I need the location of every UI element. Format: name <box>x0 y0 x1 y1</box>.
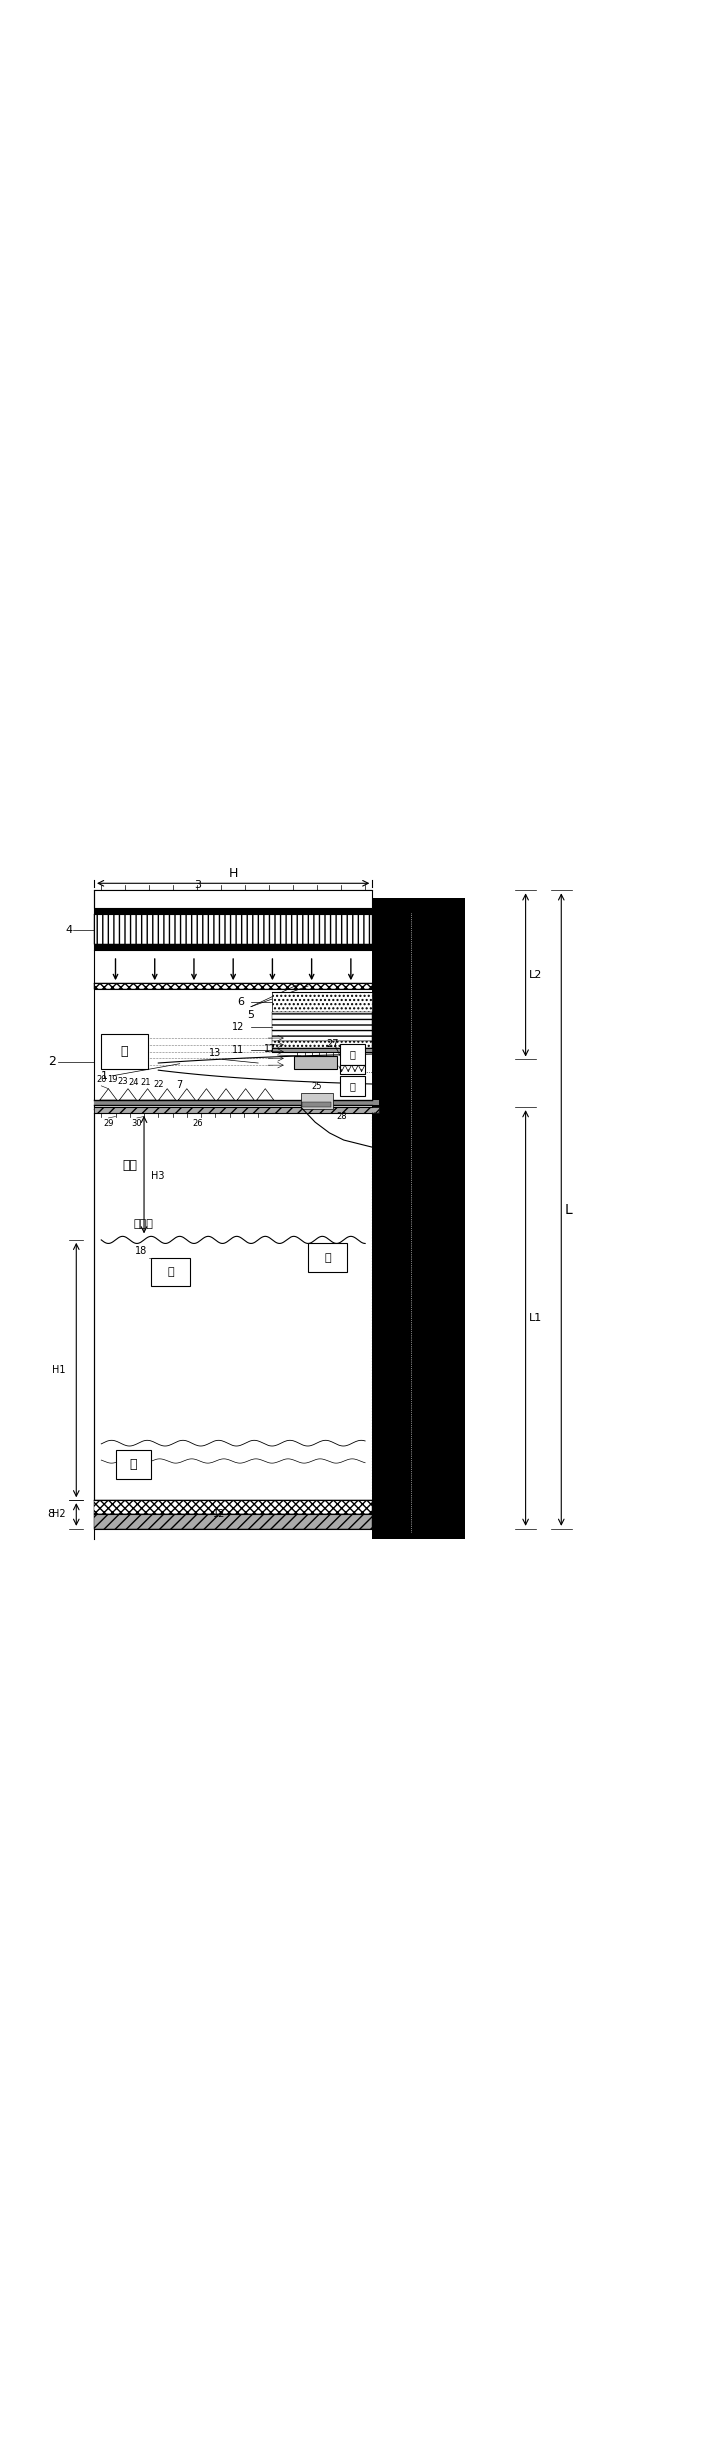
Text: 7: 7 <box>177 1080 183 1089</box>
Text: 速: 速 <box>349 1050 356 1060</box>
Text: 速: 速 <box>324 1253 331 1262</box>
Text: 21: 21 <box>140 1077 150 1087</box>
Text: 3: 3 <box>194 880 201 890</box>
Bar <box>294 1055 337 1070</box>
Bar <box>302 1102 331 1106</box>
Text: 风: 风 <box>121 1045 128 1058</box>
Text: 1: 1 <box>101 1070 108 1082</box>
Text: 23: 23 <box>117 1077 128 1087</box>
Text: L1: L1 <box>529 1314 543 1323</box>
Text: 10: 10 <box>387 1284 399 1294</box>
Text: H: H <box>228 868 238 880</box>
Text: 18: 18 <box>135 1245 147 1255</box>
Text: 30: 30 <box>132 1119 142 1128</box>
Bar <box>340 1075 365 1097</box>
Text: 17: 17 <box>263 1045 276 1055</box>
Text: 4: 4 <box>66 924 73 936</box>
Text: 12: 12 <box>231 1021 244 1031</box>
Text: 9: 9 <box>387 1143 392 1153</box>
Bar <box>272 992 372 1011</box>
Bar <box>94 909 372 914</box>
Text: 空气: 空气 <box>122 1158 137 1172</box>
Bar <box>272 1011 372 1041</box>
Bar <box>272 1048 372 1053</box>
Text: L2: L2 <box>529 970 543 980</box>
Bar <box>301 1092 333 1109</box>
Text: 27: 27 <box>326 1038 339 1048</box>
Bar <box>308 1243 347 1272</box>
Bar <box>94 1099 379 1104</box>
Bar <box>94 943 372 950</box>
Text: L: L <box>565 1201 573 1216</box>
Text: 25: 25 <box>311 1082 322 1092</box>
Text: 22: 22 <box>153 1080 163 1089</box>
Text: 24: 24 <box>128 1077 139 1087</box>
Text: H2: H2 <box>52 1509 66 1521</box>
Bar <box>94 914 372 943</box>
Text: 13: 13 <box>387 1106 399 1116</box>
Text: 29: 29 <box>103 1119 114 1128</box>
Text: 20: 20 <box>96 1075 107 1084</box>
Bar <box>94 1501 372 1513</box>
Text: 26: 26 <box>192 1119 203 1128</box>
Bar <box>272 1041 372 1048</box>
Text: 静水面: 静水面 <box>133 1218 153 1228</box>
Bar <box>94 1106 379 1114</box>
Bar <box>340 1043 365 1065</box>
Bar <box>340 1065 365 1075</box>
Text: H3: H3 <box>151 1172 165 1182</box>
Text: 5: 5 <box>248 1011 254 1021</box>
Bar <box>372 897 465 1540</box>
Text: 水: 水 <box>130 1457 137 1472</box>
Text: H1: H1 <box>52 1365 66 1374</box>
Text: 11: 11 <box>232 1045 244 1055</box>
Text: 速: 速 <box>168 1267 174 1277</box>
Text: 28: 28 <box>337 1111 347 1121</box>
Text: 6: 6 <box>237 997 244 1006</box>
Bar <box>115 1450 151 1479</box>
Text: 2: 2 <box>48 1055 56 1067</box>
Text: 14: 14 <box>419 1067 431 1077</box>
Bar <box>94 1513 372 1528</box>
Bar <box>151 1257 190 1287</box>
Text: 19: 19 <box>107 1075 117 1084</box>
Text: 速: 速 <box>349 1082 356 1092</box>
Text: 12: 12 <box>213 1509 225 1521</box>
Bar <box>101 1033 147 1070</box>
Text: 8: 8 <box>48 1509 55 1521</box>
Bar <box>94 982 372 989</box>
Bar <box>94 890 372 909</box>
Text: 13: 13 <box>209 1048 221 1058</box>
